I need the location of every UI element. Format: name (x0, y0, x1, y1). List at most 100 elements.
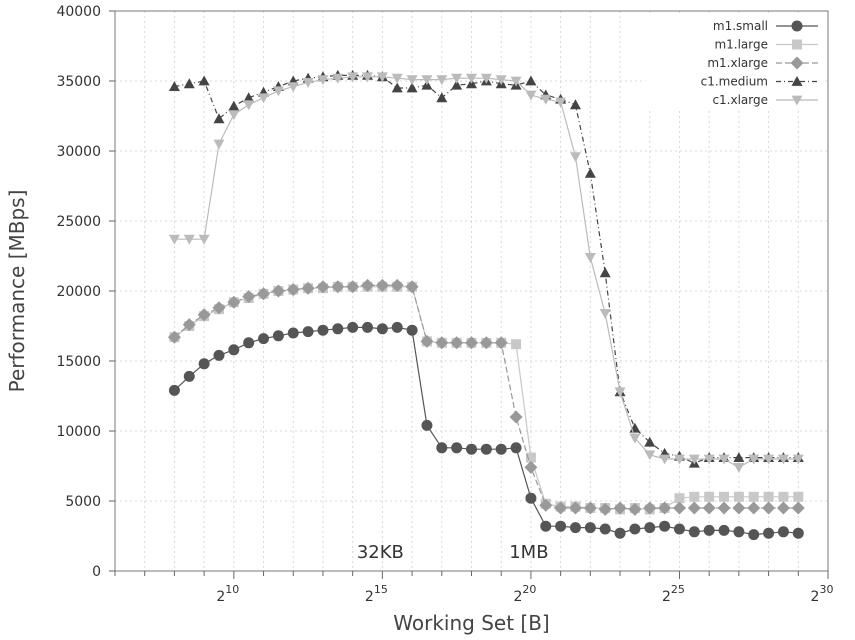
x-axis-ticks: 210 215 220 225 230 (114, 571, 833, 605)
data-point-c1-medium (213, 113, 225, 124)
y-tick-label: 25000 (56, 214, 101, 230)
data-point-m1-xlarge (628, 502, 642, 516)
data-point-m1-small (718, 524, 730, 536)
y-tick-label: 15000 (56, 354, 101, 370)
data-point-m1-xlarge (286, 283, 300, 297)
legend-marker-m1-large (792, 39, 802, 50)
data-point-m1-small (659, 520, 671, 532)
series-layer (167, 69, 805, 541)
data-point-c1-xlarge (332, 73, 344, 84)
data-point-c1-xlarge (584, 253, 596, 263)
data-point-c1-xlarge (614, 387, 626, 398)
data-point-m1-small (584, 522, 596, 534)
data-point-c1-xlarge (451, 73, 463, 84)
data-point-m1-small (748, 529, 760, 541)
data-point-m1-small (451, 442, 463, 454)
data-point-m1-small (644, 522, 656, 534)
annotation-label: 32KB (357, 542, 404, 563)
data-point-m1-large (674, 493, 685, 504)
data-point-m1-xlarge (687, 501, 701, 515)
data-point-c1-xlarge (569, 152, 581, 163)
x-tick-label: 215 (365, 583, 388, 605)
data-point-m1-small (599, 523, 611, 535)
x-tick-label: 210 (216, 583, 239, 605)
data-point-m1-large (704, 491, 715, 502)
data-point-c1-xlarge (198, 234, 210, 245)
data-point-c1-medium (391, 82, 403, 93)
data-point-c1-xlarge (733, 463, 745, 473)
data-point-m1-large (748, 491, 759, 502)
data-point-m1-xlarge (658, 501, 672, 515)
data-point-m1-small (168, 384, 180, 396)
data-point-m1-xlarge (390, 278, 404, 292)
data-point-c1-xlarge (644, 450, 656, 461)
data-point-m1-small (466, 443, 477, 455)
series-c1-medium (168, 69, 804, 468)
data-point-c1-xlarge (317, 75, 329, 86)
data-point-m1-small (510, 442, 522, 454)
legend-label-m1-small: m1.small (713, 19, 768, 33)
x-tick-label: 225 (662, 583, 685, 605)
data-point-c1-xlarge (272, 86, 284, 97)
series-c1-xlarge (168, 72, 804, 473)
data-point-m1-small (332, 323, 344, 335)
data-point-m1-xlarge (568, 501, 582, 515)
grid-lines (114, 10, 829, 572)
data-point-m1-xlarge (212, 301, 226, 315)
data-point-c1-medium (183, 78, 195, 89)
data-point-c1-xlarge (258, 93, 270, 104)
data-point-m1-small (243, 337, 255, 349)
data-point-m1-small (525, 492, 537, 504)
data-point-m1-xlarge (762, 501, 776, 515)
annotation-label: 1MB (509, 542, 548, 563)
data-point-m1-small (272, 330, 284, 342)
data-point-c1-medium (228, 100, 240, 111)
series-line-m1-large (174, 286, 799, 511)
y-tick-label: 40000 (56, 4, 101, 20)
data-point-c1-medium (733, 452, 745, 462)
data-point-m1-small (763, 527, 775, 539)
data-point-m1-large (719, 491, 730, 502)
data-point-m1-xlarge (167, 330, 181, 344)
data-point-m1-small (228, 344, 240, 356)
data-point-c1-xlarge (510, 76, 522, 87)
data-point-c1-xlarge (688, 454, 700, 465)
data-point-m1-xlarge (375, 278, 389, 292)
y-tick-label: 5000 (65, 494, 101, 510)
data-point-c1-xlarge (421, 75, 433, 86)
data-point-c1-xlarge (629, 433, 641, 444)
y-tick-label: 20000 (56, 284, 101, 300)
data-point-c1-xlarge (777, 454, 789, 465)
data-point-c1-medium (436, 92, 448, 103)
data-point-m1-xlarge (420, 334, 434, 348)
y-tick-label: 10000 (56, 424, 101, 440)
data-point-m1-xlarge (672, 501, 686, 515)
data-point-c1-medium (168, 81, 180, 91)
data-point-m1-small (733, 526, 745, 538)
data-point-m1-small (614, 527, 626, 539)
data-point-m1-xlarge (331, 280, 345, 294)
data-point-c1-xlarge (436, 75, 448, 86)
data-point-m1-xlarge (643, 501, 657, 515)
data-point-c1-xlarge (406, 75, 418, 86)
data-point-m1-large (733, 491, 744, 502)
data-point-c1-medium (599, 267, 611, 278)
data-point-c1-xlarge (183, 234, 195, 245)
data-point-c1-medium (406, 82, 418, 93)
data-point-m1-small (213, 349, 225, 361)
data-point-c1-xlarge (466, 73, 477, 84)
data-point-m1-xlarge (182, 318, 196, 332)
data-point-m1-small (436, 442, 448, 454)
data-point-m1-large (525, 452, 536, 463)
data-point-c1-xlarge (555, 97, 567, 108)
data-point-m1-small (688, 526, 700, 538)
data-point-m1-small (673, 523, 685, 535)
data-point-c1-medium (525, 75, 537, 86)
y-tick-label: 30000 (56, 144, 101, 160)
data-point-c1-xlarge (763, 454, 775, 465)
legend-label-c1-medium: c1.medium (701, 75, 768, 89)
data-point-m1-xlarge (717, 501, 731, 515)
data-point-m1-xlarge (242, 290, 256, 304)
legend-label-c1-xlarge: c1.xlarge (712, 93, 768, 107)
